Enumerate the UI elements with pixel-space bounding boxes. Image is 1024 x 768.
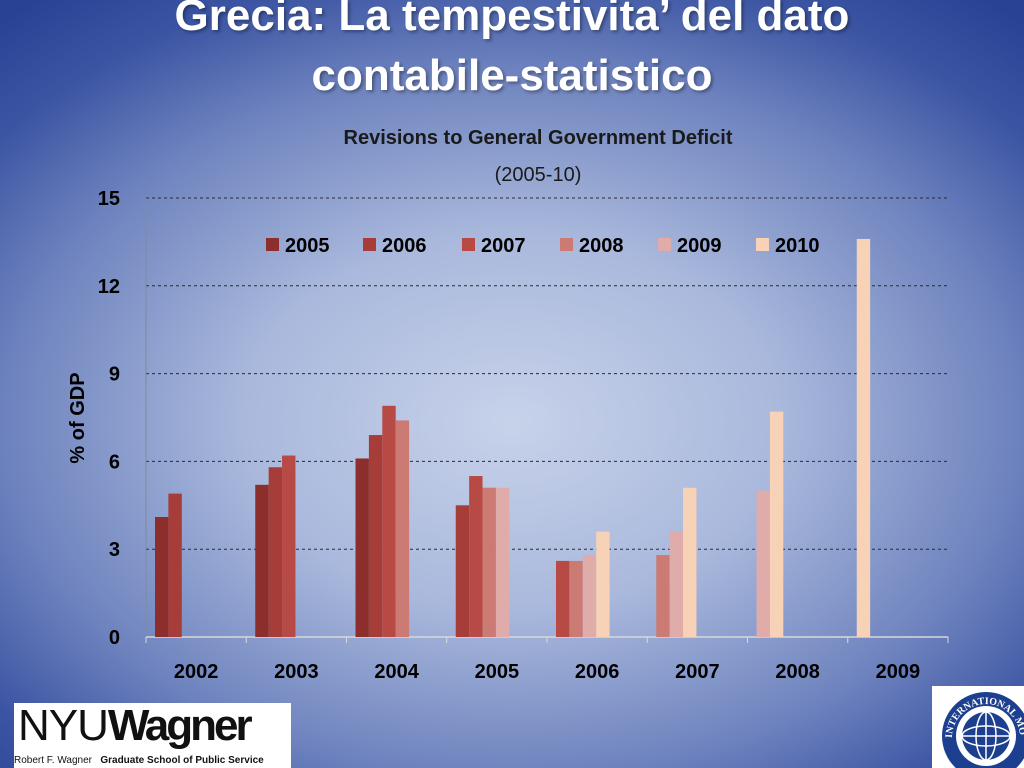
chart-title: Revisions to General Government Deficit — [343, 127, 733, 149]
slide-title-line2: contabile-statistico — [311, 51, 713, 100]
x-tick-label: 2002 — [174, 661, 219, 683]
y-tick-label: 3 — [109, 539, 120, 561]
x-tick-label: 2008 — [775, 661, 820, 683]
legend-swatch-2010 — [756, 238, 769, 251]
bar-2008-2004 — [395, 420, 410, 637]
bar-2010-2007 — [683, 487, 697, 637]
chart-subtitle: (2005-10) — [494, 164, 582, 186]
legend-label-2007: 2007 — [481, 235, 526, 257]
bar-2010-2006 — [596, 531, 610, 637]
imf-seal-logo: INTERNATIONAL MONETARY FUND — [932, 686, 1024, 768]
bar-2007-2005 — [469, 476, 483, 637]
bar-2008-2007 — [656, 555, 670, 637]
x-tick-label: 2007 — [675, 661, 720, 683]
nyu-wagner-logo: NYUWagner Robert F. Wagner Graduate Scho… — [14, 701, 291, 768]
bar-2008-2005 — [482, 487, 496, 637]
x-tick-label: 2005 — [475, 661, 520, 683]
x-tick-label: 2009 — [876, 661, 921, 683]
legend-label-2006: 2006 — [382, 235, 427, 257]
bar-2010-2009 — [856, 238, 871, 637]
bar-2005-2002 — [155, 517, 169, 637]
y-axis-label: % of GDP — [67, 372, 89, 463]
legend-label-2010: 2010 — [775, 235, 820, 257]
slide-title-line1: Grecia: La tempestivita’ del dato — [174, 0, 850, 40]
bar-2009-2005 — [495, 487, 510, 637]
y-tick-label: 9 — [109, 364, 120, 386]
legend-swatch-2005 — [266, 238, 279, 251]
bar-2010-2008 — [769, 411, 784, 637]
logo-wagner-text: Wagner — [107, 701, 253, 750]
bar-2007-2004 — [382, 405, 396, 637]
y-tick-label: 15 — [98, 188, 120, 210]
logo-sub-bold: Graduate School of Public Service — [100, 755, 264, 766]
bar-2009-2008 — [756, 490, 770, 637]
logo-nyu-text: NYU — [18, 701, 109, 750]
bar-2007-2006 — [556, 560, 570, 637]
bar-2008-2006 — [569, 560, 583, 637]
y-tick-label: 12 — [98, 276, 120, 298]
legend-label-2005: 2005 — [285, 235, 330, 257]
legend-label-2009: 2009 — [677, 235, 722, 257]
legend-swatch-2006 — [363, 238, 376, 251]
legend-label-2008: 2008 — [579, 235, 624, 257]
legend-swatch-2009 — [658, 238, 671, 251]
bar-2009-2007 — [669, 531, 684, 637]
bar-2009-2006 — [582, 555, 597, 637]
slide-title: Grecia: La tempestivita’ del dato contab… — [0, 0, 1024, 106]
bar-2006-2003 — [268, 467, 283, 637]
bar-2006-2002 — [168, 493, 182, 637]
x-tick-label: 2006 — [575, 661, 620, 683]
bar-2006-2004 — [368, 435, 383, 637]
y-tick-label: 0 — [109, 627, 120, 649]
bar-2005-2003 — [255, 484, 269, 637]
bar-2005-2004 — [355, 458, 369, 637]
legend-swatch-2008 — [560, 238, 573, 251]
bar-2007-2003 — [282, 455, 296, 637]
x-tick-label: 2003 — [274, 661, 319, 683]
logo-sub-plain: Robert F. Wagner — [14, 755, 92, 766]
x-tick-label: 2004 — [374, 661, 419, 683]
legend-swatch-2007 — [462, 238, 475, 251]
bar-2006-2005 — [455, 505, 470, 637]
y-tick-label: 6 — [109, 451, 120, 473]
